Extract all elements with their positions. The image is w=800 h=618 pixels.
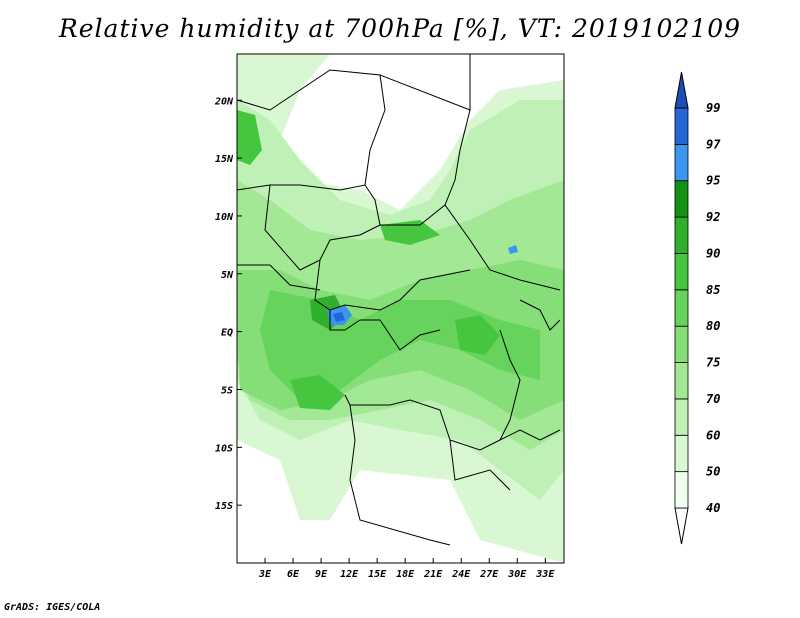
- lat-tick-label: 10S: [215, 443, 233, 454]
- lon-tick-label: 12E: [340, 569, 359, 580]
- colorbar-segment: [674, 471, 689, 509]
- colorbar-segment: [674, 434, 689, 473]
- latitude-ticks: 20N 15N 10N 5N EQ 5S 10S 15S: [214, 96, 242, 512]
- colorbar-tick-label: 85: [706, 283, 720, 297]
- lon-tick-label: 30E: [507, 569, 527, 580]
- colorbar-segment: [674, 325, 689, 363]
- lon-tick-label: 9E: [315, 569, 328, 580]
- colorbar-tick-label: 50: [706, 465, 720, 479]
- lon-tick-label: 33E: [535, 569, 555, 580]
- colorbar-low-triangle: [674, 507, 689, 545]
- chart-title: Relative humidity at 700hPa [%], VT: 201…: [58, 14, 742, 43]
- colorbar-tick-label: 95: [706, 174, 720, 188]
- colorbar-segment: [674, 143, 689, 182]
- map-frame: [236, 53, 565, 564]
- map-panel: [236, 53, 565, 564]
- colorbar-segment: [674, 362, 689, 400]
- humidity-field: [237, 54, 564, 563]
- lon-tick-label: 6E: [287, 569, 300, 580]
- lat-tick-label: 5N: [221, 270, 234, 281]
- colorbar-segment: [674, 289, 689, 327]
- lon-tick-label: 27E: [479, 569, 499, 580]
- rh-85-region-3: [380, 220, 440, 245]
- colorbar-segment: [674, 216, 689, 254]
- longitude-ticks: 3E 6E 9E 12E 15E 18E 21E 24E 27E 30E 33E: [258, 558, 555, 580]
- rh-95-patch-2: [508, 245, 518, 254]
- colorbar-tick-label: 97: [706, 137, 721, 151]
- rh-85-region-2: [455, 315, 500, 355]
- colorbar-tick-label: 80: [706, 319, 720, 333]
- colorbar-high-triangle: [674, 71, 689, 109]
- rh-97-patch: [333, 312, 345, 322]
- grads-credit: GrADS: IGES/COLA: [4, 602, 101, 613]
- lon-tick-label: 21E: [423, 569, 443, 580]
- lat-tick-label: 20N: [214, 96, 234, 107]
- colorbar-tick-label: 90: [706, 246, 720, 260]
- colorbar-segment: [674, 180, 689, 218]
- lat-tick-label: 5S: [221, 385, 233, 396]
- colorbar-segment: [674, 253, 689, 291]
- colorbar-tick-label: 40: [706, 501, 720, 515]
- lon-tick-label: 24E: [451, 569, 471, 580]
- colorbar-segment: [674, 107, 689, 145]
- country-borders: [237, 54, 561, 546]
- lon-tick-label: 3E: [258, 569, 272, 580]
- colorbar-segment: [674, 398, 689, 436]
- lon-tick-label: 18E: [396, 569, 415, 580]
- colorbar-tick-label: 92: [706, 210, 720, 224]
- lat-tick-label: 15N: [215, 154, 234, 165]
- colorbar: 40 50 60 70 75 80 85 90 92 95 97 99: [674, 71, 721, 545]
- colorbar-tick-label: 75: [706, 356, 720, 370]
- colorbar-tick-label: 60: [706, 428, 720, 442]
- lat-tick-label: 15S: [215, 501, 233, 512]
- lon-tick-label: 15E: [368, 569, 387, 580]
- rh-85-region: [290, 375, 345, 410]
- colorbar-tick-label: 99: [706, 101, 720, 115]
- rh-85-region-4: [237, 110, 262, 165]
- colorbar-tick-label: 70: [706, 392, 720, 406]
- lat-tick-label: 10N: [215, 212, 234, 223]
- lat-tick-label: EQ: [221, 328, 233, 339]
